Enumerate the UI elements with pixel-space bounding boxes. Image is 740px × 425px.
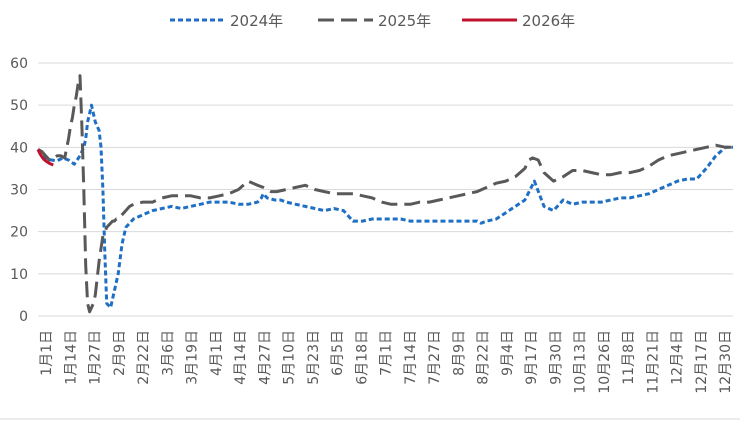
x-tick-label: 9月30日 (548, 330, 564, 385)
y-tick-label: 20 (10, 225, 28, 241)
series-group (36, 74, 733, 314)
x-tick-label: 4月1日 (209, 330, 225, 376)
y-tick-label: 50 (10, 98, 28, 114)
x-tick-label: 3月6日 (160, 330, 176, 376)
x-tick-label: 11月8日 (621, 330, 637, 385)
x-tick-label: 6月5日 (330, 330, 346, 376)
x-tick-label: 12月30日 (718, 330, 734, 394)
x-tick-label: 7月27日 (427, 330, 443, 385)
x-tick-label: 10月26日 (597, 330, 613, 394)
x-tick-label: 4月14日 (233, 330, 249, 385)
y-tick-label: 10 (10, 267, 28, 283)
series-line-2 (37, 74, 733, 314)
y-tick-label: 30 (10, 183, 28, 199)
y-axis: 0 10 20 30 40 50 60 (10, 56, 28, 325)
x-tick-label: 1月14日 (63, 330, 79, 385)
y-tick-label: 40 (10, 140, 28, 156)
series-line-3 (36, 148, 54, 167)
legend-label: 2024年 (230, 12, 283, 30)
x-tick-label: 4月27日 (257, 330, 273, 385)
x-tick-label: 3月19日 (185, 330, 201, 385)
y-tick-label: 60 (10, 56, 28, 72)
x-tick-label: 12月4日 (670, 330, 686, 385)
x-tick-label: 5月23日 (306, 330, 322, 385)
legend-label: 2025年 (378, 12, 431, 30)
x-axis: 1月1日 1月14日 1月27日 2月9日 2月22日 3月6日 3月19日 4月1日 4月14… (39, 330, 734, 394)
x-tick-label: 5月10日 (282, 330, 298, 385)
legend-label: 2026年 (522, 12, 575, 30)
x-tick-label: 7月14日 (403, 330, 419, 385)
x-tick-label: 6月18日 (354, 330, 370, 385)
gridlines (38, 62, 733, 317)
legend: 2024年 2025年 2026年 (170, 12, 575, 30)
x-tick-label: 8月9日 (451, 330, 467, 376)
x-tick-label: 1月1日 (39, 330, 55, 376)
x-tick-label: 9月4日 (500, 330, 516, 376)
x-tick-label: 11月21日 (645, 330, 661, 394)
x-tick-label: 2月22日 (136, 330, 152, 385)
y-tick-label: 0 (19, 309, 28, 325)
x-tick-label: 10月13日 (573, 330, 589, 394)
x-tick-label: 7月1日 (379, 330, 395, 376)
series-line-1 (36, 103, 733, 310)
x-tick-label: 12月17日 (694, 330, 710, 394)
x-tick-label: 2月9日 (112, 330, 128, 376)
x-tick-label: 9月17日 (524, 330, 540, 385)
x-tick-label: 1月27日 (88, 330, 104, 385)
x-tick-label: 8月22日 (476, 330, 492, 385)
